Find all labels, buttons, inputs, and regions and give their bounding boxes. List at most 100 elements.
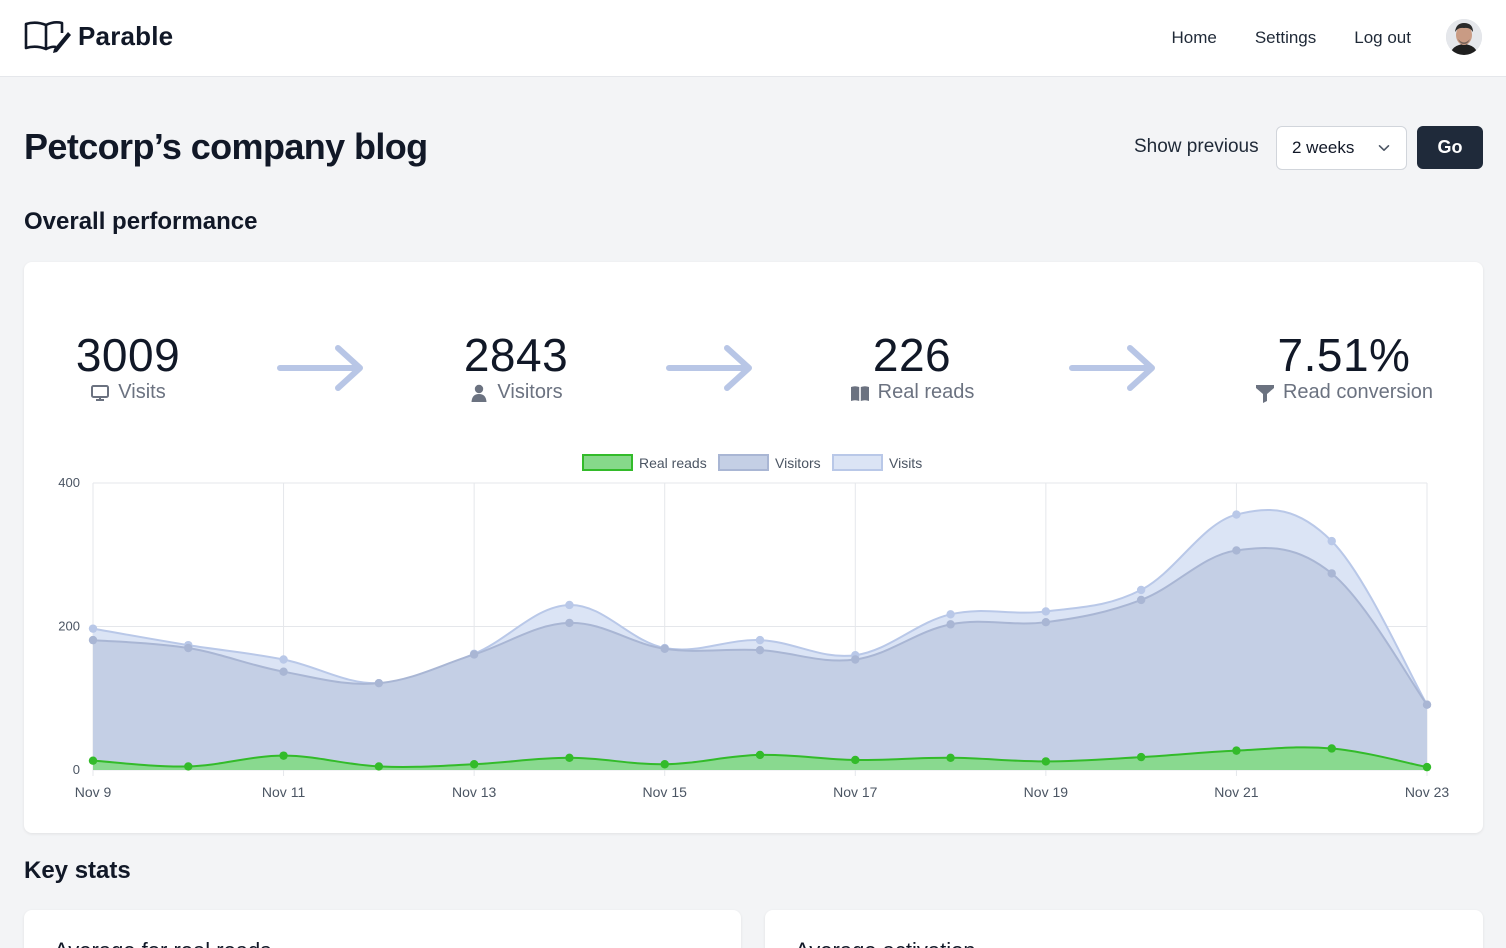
visitors-point (184, 643, 193, 653)
arrow-right-icon (1069, 345, 1155, 391)
stat-read-conversion-value: 7.51% (1277, 329, 1411, 381)
real-reads-point (565, 753, 574, 763)
period-select[interactable]: 2 weeks (1276, 126, 1407, 170)
visitors-point (374, 678, 384, 688)
visits-point (946, 610, 955, 619)
x-tick-label: Nov 23 (1405, 784, 1450, 800)
go-button[interactable]: Go (1417, 126, 1483, 169)
visitors-point (279, 667, 288, 676)
real-reads-point (660, 760, 669, 769)
monitor-icon (91, 384, 110, 401)
visitors-point (1136, 595, 1146, 605)
visits-point (565, 600, 574, 610)
visitors-point (1232, 546, 1241, 555)
real-reads-point (755, 750, 765, 760)
avatar[interactable] (1446, 19, 1482, 55)
key-stats-heading: Key stats (24, 857, 131, 884)
visitors-point (1041, 617, 1051, 627)
overall-performance-heading: Overall performance (24, 208, 258, 235)
visits-point (1232, 510, 1241, 519)
key-stat-card-title: Average for real reads (54, 938, 271, 948)
x-tick-label: Nov 17 (833, 784, 878, 800)
stat-real-reads: 226 Real reads (832, 329, 992, 404)
real-reads-point (946, 753, 955, 763)
legend-label-real-reads: Real reads (639, 455, 707, 471)
real-reads-point (1136, 752, 1146, 762)
performance-chart: 0 200 400 Nov 9 Nov 11 Nov 13 Nov 15 Nov 17 Nov … (58, 454, 1450, 800)
legend-label-visitors: Visitors (775, 455, 821, 471)
y-tick-label: 200 (58, 619, 80, 634)
real-reads-point (1232, 746, 1241, 755)
real-reads-point (469, 760, 479, 769)
visits-point (1136, 585, 1146, 595)
stat-real-reads-value: 226 (872, 329, 952, 381)
real-reads-point (1327, 744, 1336, 753)
real-reads-point (184, 762, 193, 771)
nav-log-out[interactable]: Log out (1354, 28, 1411, 47)
arrow-right-icon (277, 345, 363, 391)
period-select-value: 2 weeks (1292, 138, 1355, 157)
stat-visits-value: 3009 (75, 329, 181, 381)
stat-visits-label: Visits (118, 381, 166, 403)
real-reads-point (1041, 757, 1051, 766)
visits-point (755, 635, 765, 645)
visitors-point (946, 620, 955, 629)
nav-settings[interactable]: Settings (1254, 28, 1317, 47)
stat-visitors: 2843 Visitors (456, 329, 576, 404)
visitors-point (755, 645, 765, 655)
visits-point (1041, 607, 1051, 616)
visitors-point (1327, 569, 1336, 578)
y-tick-label: 0 (73, 762, 80, 777)
visits-point (1327, 536, 1336, 546)
real-reads-point (88, 756, 98, 765)
x-tick-label: Nov 11 (262, 784, 306, 800)
nav-home[interactable]: Home (1171, 28, 1217, 47)
key-stat-card-title: Average activation (795, 938, 976, 948)
legend-swatch-visitors (718, 454, 769, 471)
brand-name: Parable (78, 20, 174, 51)
user-icon (471, 384, 487, 402)
funnel-icon (1255, 384, 1274, 403)
visitors-point (565, 618, 574, 628)
legend-swatch-real-reads (582, 454, 633, 471)
main-nav: Home Settings Log out (1171, 28, 1411, 48)
visits-point (279, 655, 288, 664)
key-stat-card: Average activation (765, 910, 1483, 948)
page-title: Petcorp’s company blog (24, 126, 428, 167)
real-reads-point (279, 751, 288, 760)
x-tick-label: Nov 15 (643, 784, 688, 800)
visitors-point (660, 644, 669, 653)
book-open-icon (850, 385, 869, 401)
real-reads-point (374, 762, 384, 771)
stat-visitors-label: Visitors (497, 381, 563, 403)
show-previous-label: Show previous (1134, 136, 1259, 157)
performance-card: 3009 Visits 2843 Visitors 226 (24, 262, 1483, 833)
x-tick-label: Nov 9 (75, 784, 112, 800)
visitors-line (92, 547, 1428, 706)
stat-visitors-value: 2843 (463, 329, 569, 381)
x-tick-label: Nov 21 (1214, 784, 1259, 800)
x-tick-label: Nov 19 (1024, 784, 1069, 800)
chevron-down-icon (1378, 145, 1390, 151)
stat-read-conversion-label: Read conversion (1282, 381, 1434, 403)
x-tick-label: Nov 13 (452, 784, 497, 800)
arrow-right-icon (666, 345, 752, 391)
visitors-point (851, 655, 860, 664)
y-tick-label: 400 (58, 475, 80, 490)
brand[interactable]: Parable (24, 18, 173, 54)
key-stat-card: Average for real reads (24, 910, 741, 948)
visitors-point (1422, 700, 1432, 709)
stat-visits: 3009 Visits (68, 329, 188, 404)
book-pen-logo-icon (24, 21, 71, 53)
visitors-point (469, 650, 479, 659)
visitors-point (88, 635, 98, 645)
legend-swatch-visits (832, 454, 883, 471)
stat-read-conversion: 7.51% Read conversion (1244, 329, 1444, 404)
visitors-area (93, 548, 1427, 770)
legend-label-visits: Visits (889, 455, 922, 471)
real-reads-point (851, 755, 860, 765)
stat-real-reads-label: Real reads (877, 381, 975, 403)
top-nav-bar: Parable Home Settings Log out (0, 0, 1506, 77)
real-reads-point (1422, 762, 1432, 772)
visits-point (88, 624, 98, 633)
